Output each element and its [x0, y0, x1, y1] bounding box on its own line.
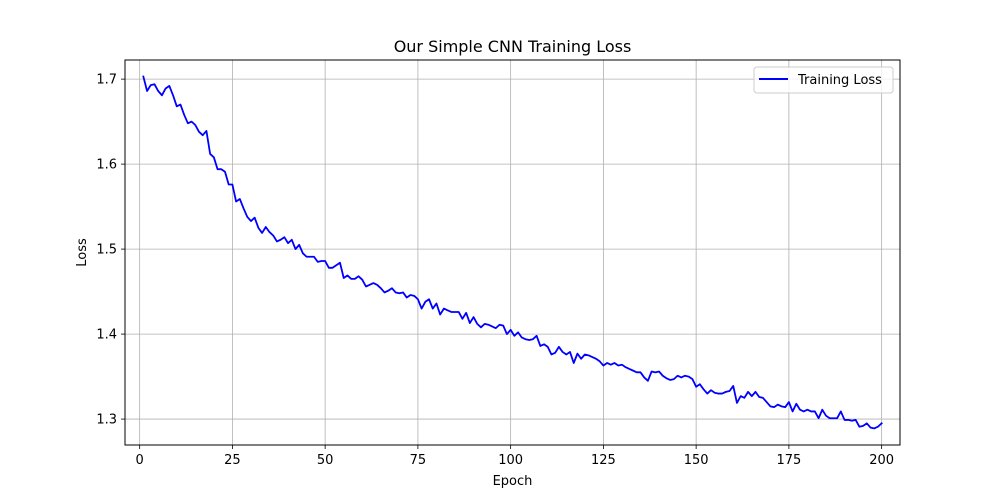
x-tick-label: 150: [684, 453, 709, 468]
legend-label-training-loss: Training Loss: [797, 73, 882, 88]
y-tick-label: 1.4: [96, 328, 117, 343]
x-tick-label: 100: [498, 453, 523, 468]
x-axis-label: Epoch: [493, 474, 533, 489]
y-tick-label: 1.5: [96, 243, 117, 258]
legend: Training Loss: [753, 66, 894, 94]
series-line-training-loss: [142, 75, 883, 430]
chart-title: Our Simple CNN Training Loss: [394, 37, 632, 56]
y-tick-label: 1.6: [96, 158, 117, 173]
x-tick-label: 75: [410, 453, 427, 468]
legend-box: [753, 66, 894, 94]
x-tick-label: 0: [136, 453, 144, 468]
axis-ticks: 0 25 50 75 100 125 150 175 200 1.3 1.4 1.5 1.6 1.7: [96, 73, 894, 468]
x-tick-label: 50: [317, 453, 334, 468]
y-tick-label: 1.3: [96, 413, 117, 428]
series-layer: [142, 75, 883, 430]
x-tick-label: 200: [869, 453, 894, 468]
plot-frame: [124, 59, 901, 446]
x-tick-label: 175: [776, 453, 801, 468]
y-axis-label: Loss: [75, 238, 90, 267]
x-tick-label: 125: [591, 453, 616, 468]
x-tick-label: 25: [224, 453, 241, 468]
y-tick-label: 1.7: [96, 73, 117, 88]
